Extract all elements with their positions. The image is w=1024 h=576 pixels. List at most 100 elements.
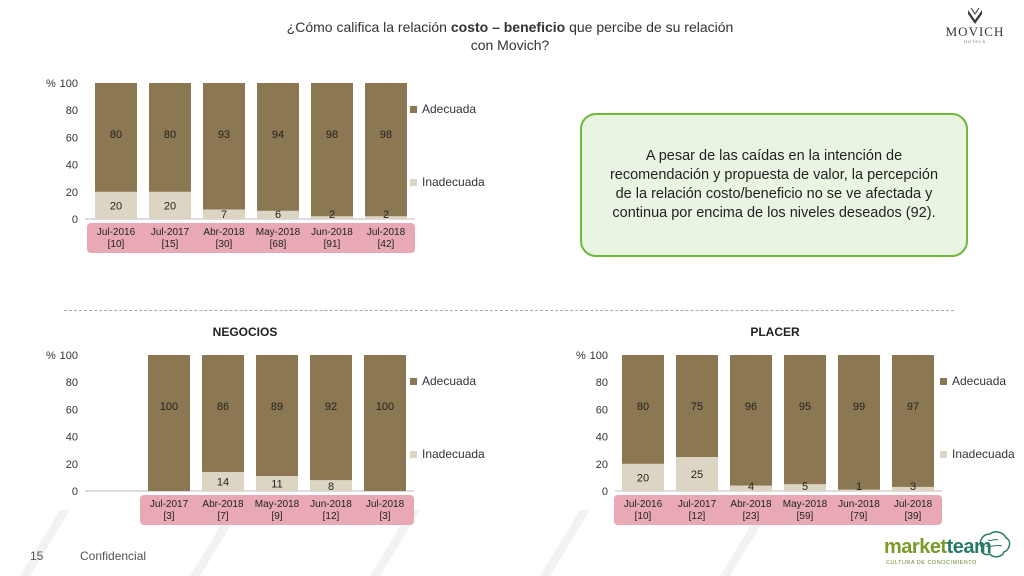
bar-inadecuada	[730, 485, 772, 491]
data-label-inadecuada: 4	[748, 481, 754, 493]
y-tick-label: 40	[66, 160, 78, 172]
category-label: May-2018	[255, 499, 300, 510]
bar-adecuada	[730, 355, 772, 486]
category-label: Jul-2016	[624, 499, 663, 510]
y-tick-label: 100	[590, 350, 608, 362]
category-label: Jul-2018	[367, 227, 406, 238]
category-label: Jul-2016	[97, 227, 136, 238]
base-label: [12]	[689, 511, 706, 522]
data-label-inadecuada: 11	[271, 479, 282, 491]
base-label: [3]	[379, 511, 390, 522]
y-tick-label: 20	[66, 187, 78, 199]
bar-inadecuada	[622, 463, 664, 491]
marketteam-logo: marketteam CULTURA DE CONOCIMIENTO	[884, 530, 1014, 572]
bar-inadecuada	[95, 191, 137, 219]
y-unit-label: %	[576, 350, 586, 362]
data-label-adecuada: 100	[376, 401, 394, 413]
brain-icon	[979, 531, 1011, 558]
bar-adecuada	[257, 83, 299, 211]
y-tick-label: 0	[72, 486, 78, 498]
base-label: [42]	[378, 239, 395, 250]
category-label: Jul-2018	[366, 499, 405, 510]
base-label: [23]	[743, 511, 760, 522]
base-label: [9]	[271, 511, 282, 522]
chart-general: 0 20 40 60 80 100% 80 20 Jul-2016 [10] 80 20 Jul-201…	[40, 70, 530, 260]
category-label: Jul-2018	[894, 499, 933, 510]
bar-adecuada	[838, 355, 880, 490]
data-label-adecuada: 80	[164, 129, 176, 141]
y-tick-label: 20	[596, 459, 608, 471]
base-label: [39]	[905, 511, 922, 522]
y-tick-label: 0	[72, 214, 78, 226]
chart-title-negocios: NEGOCIOS	[212, 325, 278, 339]
bar-inadecuada	[892, 486, 934, 491]
legend-label-adecuada: Adecuada	[952, 374, 1006, 388]
y-tick-label: 40	[66, 432, 78, 444]
category-label-band	[614, 495, 942, 525]
data-label-adecuada: 100	[160, 401, 178, 413]
legend-label-inadecuada: Inadecuada	[422, 447, 485, 461]
confidential-label: Confidencial	[80, 549, 147, 563]
bar-inadecuada	[202, 471, 244, 491]
category-label-band	[140, 495, 414, 525]
legend-swatch-adecuada	[410, 106, 417, 113]
data-label-inadecuada: 1	[856, 481, 862, 493]
bar-adecuada	[256, 355, 298, 477]
legend-label-inadecuada: Inadecuada	[422, 175, 485, 189]
data-label-adecuada: 96	[745, 401, 757, 413]
base-label: [10]	[635, 511, 652, 522]
page-title: ¿Cómo califica la relación costo – benef…	[286, 19, 734, 53]
category-label: May-2018	[783, 499, 828, 510]
marketteam-part1: market	[884, 536, 947, 558]
data-label-inadecuada: 8	[328, 481, 334, 493]
bar-adecuada	[622, 355, 664, 464]
bar-inadecuada	[311, 216, 353, 219]
callout-text: A pesar de las caídas en la intención de…	[609, 148, 939, 221]
data-label-inadecuada: 25	[691, 469, 703, 481]
base-label: [3]	[163, 511, 174, 522]
y-unit-label: %	[46, 78, 56, 90]
bar-inadecuada	[784, 484, 826, 491]
data-label-inadecuada: 3	[910, 481, 916, 493]
bar-inadecuada	[838, 489, 880, 491]
legend-swatch-inadecuada	[410, 451, 417, 458]
bar-adecuada	[676, 355, 718, 457]
page-number: 15	[30, 549, 44, 563]
y-tick-label: 20	[66, 459, 78, 471]
chart-svg-negocios: 020406080100%100Jul-2017[3]8614Abr-2018[…	[46, 350, 485, 525]
category-label: Jun-2018	[311, 227, 353, 238]
category-label-band	[87, 223, 415, 253]
category-label: Jun-2018	[838, 499, 880, 510]
marketteam-tagline: CULTURA DE CONOCIMIENTO	[886, 560, 977, 566]
y-tick-label: 80	[66, 105, 78, 117]
data-label-adecuada: 93	[218, 129, 230, 141]
category-label: Abr-2018	[203, 227, 245, 238]
base-label: [91]	[324, 239, 341, 250]
legend-swatch-inadecuada	[410, 179, 417, 186]
bar-adecuada	[310, 355, 352, 481]
legend-label-inadecuada: Inadecuada	[952, 447, 1015, 461]
chart-title-placer: PLACER	[750, 325, 800, 339]
insight-callout: A pesar de las caídas en la intención de…	[580, 113, 968, 257]
data-label-inadecuada: 2	[383, 209, 389, 221]
bar-inadecuada	[256, 476, 298, 491]
y-tick-label: 80	[66, 377, 78, 389]
bar-inadecuada	[310, 480, 352, 491]
data-label-adecuada: 89	[271, 401, 283, 413]
data-label-adecuada: 94	[272, 129, 284, 141]
movich-emblem-icon: MOVICH HOTELS	[946, 7, 1003, 44]
data-label-adecuada: 92	[325, 401, 337, 413]
data-label-inadecuada: 6	[275, 209, 281, 221]
base-label: [7]	[217, 511, 228, 522]
bar-adecuada	[311, 83, 353, 217]
bar-inadecuada	[203, 209, 245, 219]
base-label: [30]	[216, 239, 233, 250]
bar-adecuada	[365, 83, 407, 217]
bar-inadecuada	[149, 191, 191, 219]
category-label: Jul-2017	[150, 499, 189, 510]
bar-adecuada	[148, 355, 190, 491]
brand-sub: HOTELS	[964, 39, 986, 44]
data-label-adecuada: 75	[691, 401, 703, 413]
data-label-inadecuada: 5	[802, 481, 808, 493]
base-label: [10]	[108, 239, 125, 250]
